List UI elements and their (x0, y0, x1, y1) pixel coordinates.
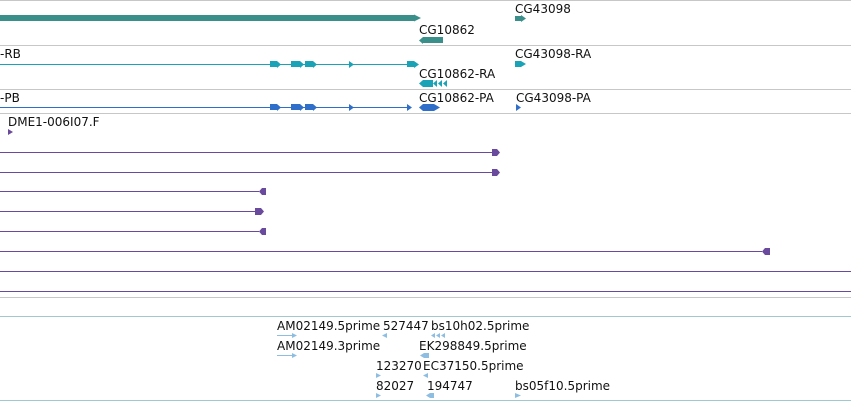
gene-track: CG43098 CG10862 (0, 2, 571, 44)
transcript-label-pb-cut[interactable]: -PB (0, 91, 20, 105)
cdna-track: DME1-006I07.F (0, 115, 851, 292)
transcript-rb[interactable] (0, 61, 419, 68)
cdna-alignment-5[interactable] (0, 228, 266, 235)
est-feature-am02149-5prime[interactable] (277, 333, 297, 338)
transcript-label-cg43098-ra[interactable]: CG43098-RA (515, 47, 592, 61)
est-feature-ek298849-5prime[interactable] (420, 353, 429, 358)
est-track: AM02149.5prime 527447 bs10h02.5prime AM0… (0, 316, 851, 401)
est-label-ec37150-5prime[interactable]: EC37150.5prime (423, 359, 524, 373)
est-feature-bs10h02-5prime[interactable] (431, 333, 445, 338)
est-label-123270[interactable]: 123270 (376, 359, 422, 373)
est-feature-194747[interactable] (426, 393, 434, 398)
est-feature-bs05f10-5prime[interactable] (515, 393, 521, 398)
transcript-label-cg10862-pa[interactable]: CG10862-PA (419, 91, 495, 105)
transcript-label-cg10862-ra[interactable]: CG10862-RA (419, 67, 496, 81)
transcript-pb[interactable] (0, 104, 412, 111)
est-label-am02149-3prime[interactable]: AM02149.3prime (277, 339, 380, 353)
cdna-alignment-4[interactable] (0, 208, 264, 215)
est-feature-am02149-3prime[interactable] (277, 353, 297, 358)
cdna-alignment-1[interactable] (0, 149, 500, 156)
transcript-cg43098-ra[interactable] (515, 61, 526, 67)
gene-label-cg10862[interactable]: CG10862 (419, 23, 475, 37)
cdna-alignment-2[interactable] (0, 169, 500, 176)
transcript-cg10862-pa[interactable] (419, 104, 440, 111)
cdna-label-dme1[interactable]: DME1-006I07.F (8, 115, 100, 129)
est-label-am02149-5prime[interactable]: AM02149.5prime (277, 319, 380, 333)
transcript-label-cg43098-pa[interactable]: CG43098-PA (516, 91, 592, 105)
gene-feature-cg43098[interactable] (515, 15, 526, 22)
gene-feature-cg10862[interactable] (419, 37, 443, 44)
est-label-527447[interactable]: 527447 (383, 319, 429, 333)
est-label-ek298849-5prime[interactable]: EK298849.5prime (419, 339, 527, 353)
est-feature-123270[interactable] (376, 373, 381, 378)
est-feature-527447[interactable] (382, 333, 387, 338)
est-feature-ec37150-5prime[interactable] (423, 373, 428, 378)
gene-feature-left[interactable] (0, 14, 421, 22)
transcript-cg43098-pa[interactable] (516, 104, 521, 111)
track-separators (0, 0, 851, 298)
est-feature-82027[interactable] (376, 393, 381, 398)
est-label-82027[interactable]: 82027 (376, 379, 414, 393)
transcript-label-rb-cut[interactable]: -RB (0, 47, 21, 61)
gene-label-cg43098[interactable]: CG43098 (515, 2, 571, 16)
cdna-alignment-6[interactable] (0, 248, 770, 255)
cdna-feature-dme1[interactable] (8, 129, 13, 135)
est-label-bs10h02-5prime[interactable]: bs10h02.5prime (431, 319, 529, 333)
est-label-bs05f10-5prime[interactable]: bs05f10.5prime (515, 379, 610, 393)
cdna-alignment-3[interactable] (0, 188, 266, 195)
transcript-track-pa: -PB CG10862-PA CG43098-PA (0, 91, 592, 111)
transcript-track-ra: -RB CG10862-RA CG43098-RA (0, 47, 592, 87)
transcript-cg10862-ra[interactable] (419, 80, 447, 87)
est-label-194747[interactable]: 194747 (427, 379, 473, 393)
